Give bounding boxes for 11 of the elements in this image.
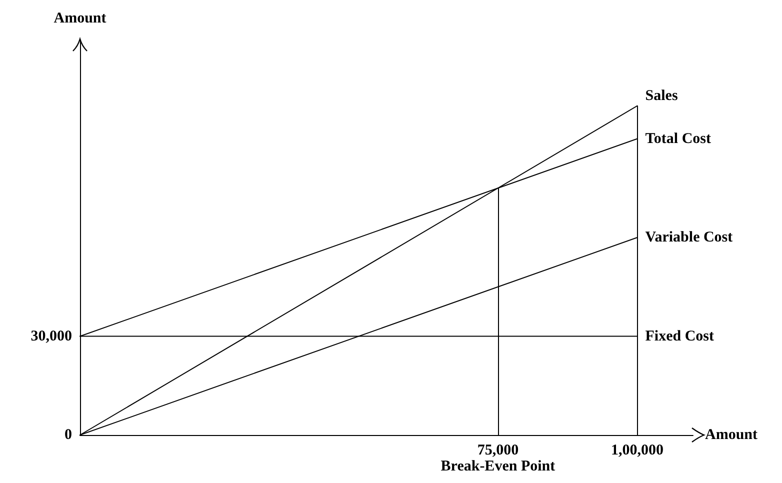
y-tick-label: 30,000 xyxy=(30,328,72,344)
series-label: Variable Cost xyxy=(645,230,733,246)
series-label: Sales xyxy=(645,88,678,104)
y-tick-label: 0 xyxy=(64,427,72,443)
x-axis-title: Amount xyxy=(705,427,758,443)
series-label: Fixed Cost xyxy=(645,328,714,344)
y-axis-title: Amount xyxy=(54,10,106,26)
x-tick-label: 1,00,000 xyxy=(611,442,664,458)
ref-line-label: Break-Even Point xyxy=(440,458,556,474)
series-label: Total Cost xyxy=(645,130,711,147)
x-tick-label: 75,000 xyxy=(477,442,519,458)
